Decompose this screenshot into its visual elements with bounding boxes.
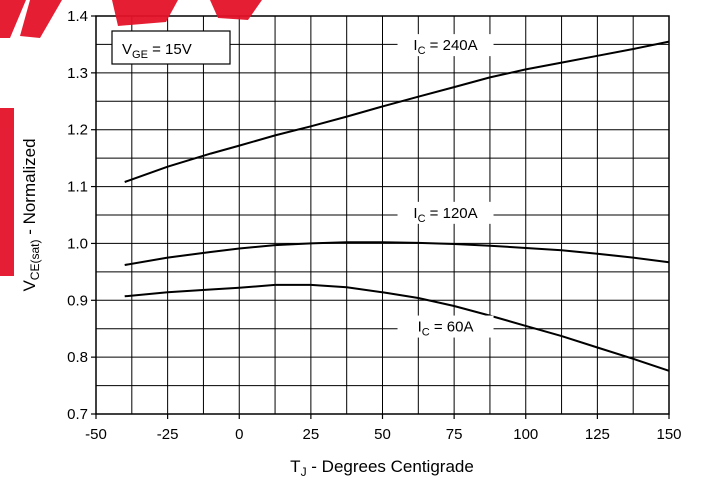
y-tick-label: 0.8 xyxy=(67,349,88,366)
y-tick-label: 1.3 xyxy=(67,65,88,82)
series-label: IC = 60A xyxy=(418,319,474,339)
condition-box: VGE = 15V xyxy=(111,30,231,65)
watermark-logo xyxy=(0,0,262,276)
x-tick-label: -50 xyxy=(85,426,107,443)
series-line xyxy=(124,283,670,372)
y-tick-label: 1.0 xyxy=(67,235,88,252)
y-tick-label: 1.4 xyxy=(67,8,88,25)
series-line xyxy=(124,241,670,266)
y-tick-label: 1.1 xyxy=(67,179,88,196)
y-tick-label: 0.7 xyxy=(67,406,88,423)
x-tick-label: 100 xyxy=(513,426,538,443)
series-line xyxy=(124,40,670,183)
x-tick-labels: -50 -25 0 25 50 75 100 125 150 xyxy=(85,414,682,443)
y-tick-labels: 0.7 0.8 0.9 1.0 1.1 1.2 1.3 1.4 xyxy=(67,8,96,423)
series-lines xyxy=(124,40,670,372)
y-tick-label: 0.9 xyxy=(67,292,88,309)
x-axis-title: TJ - Degrees Centigrade xyxy=(290,457,474,479)
series-label-background xyxy=(397,201,494,224)
x-tick-label: 150 xyxy=(656,426,681,443)
x-tick-label: 125 xyxy=(585,426,610,443)
series-label: IC = 120A xyxy=(413,205,477,225)
x-tick-label: -25 xyxy=(157,426,179,443)
x-tick-label: 75 xyxy=(446,426,463,443)
x-tick-label: 25 xyxy=(303,426,320,443)
x-tick-label: 0 xyxy=(235,426,243,443)
condition-box-text: VGE = 15V xyxy=(122,41,192,61)
series-label-background xyxy=(397,34,494,57)
y-axis-title: VCE(sat) - Normalized xyxy=(20,138,42,291)
condition-box-frame xyxy=(111,30,231,65)
grid xyxy=(96,16,669,414)
x-tick-label: 50 xyxy=(374,426,391,443)
y-tick-label: 1.2 xyxy=(67,122,88,139)
series-label-background xyxy=(397,315,494,338)
series-labels: IC = 240A IC = 120A IC = 60A xyxy=(397,34,494,339)
series-label: IC = 240A xyxy=(413,37,477,57)
